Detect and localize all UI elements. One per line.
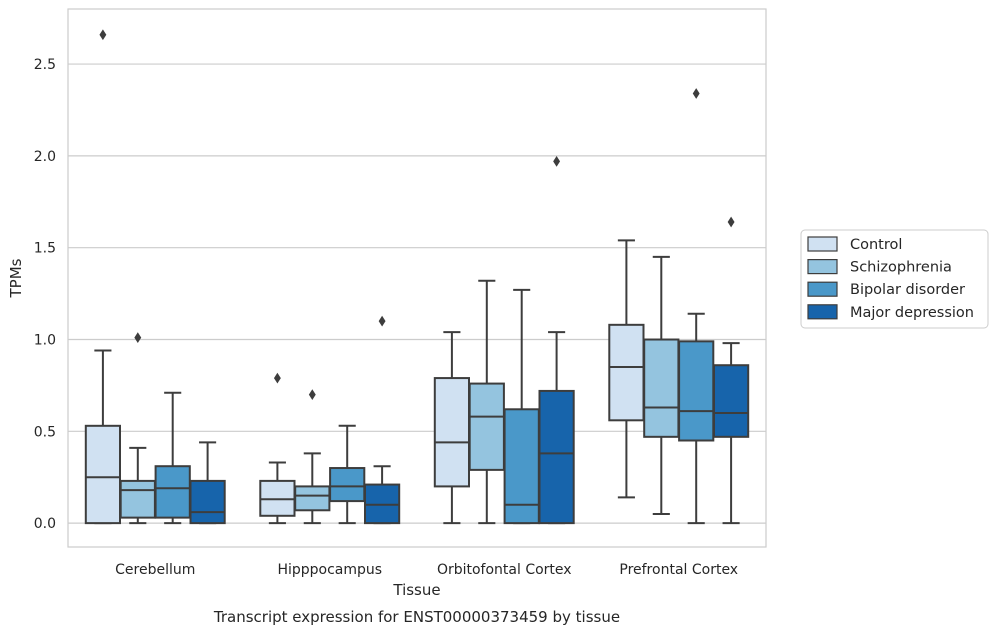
x-tick-label: Orbitofontal Cortex bbox=[437, 562, 572, 578]
box-iqr bbox=[608, 323, 645, 422]
box-iqr bbox=[643, 338, 680, 438]
outlier-point bbox=[727, 216, 735, 228]
box-iqr bbox=[154, 465, 191, 519]
box-schizophrenia bbox=[294, 389, 331, 525]
box-schizophrenia bbox=[119, 332, 156, 525]
legend-swatch bbox=[807, 304, 838, 320]
legend-label: Control bbox=[850, 237, 902, 253]
box-series-group bbox=[84, 29, 750, 525]
y-tick-label: 2.0 bbox=[34, 149, 56, 165]
box-schizophrenia bbox=[468, 279, 505, 525]
box-iqr bbox=[84, 424, 122, 525]
plot-frame bbox=[67, 8, 767, 548]
legend-label: Bipolar disorder bbox=[850, 282, 965, 298]
box-control bbox=[608, 239, 645, 499]
gridlines bbox=[68, 63, 766, 524]
x-tick-label: Prefrontal Cortex bbox=[619, 562, 738, 578]
box-iqr bbox=[294, 485, 331, 512]
box-major-depression bbox=[189, 441, 226, 525]
box-major-depression bbox=[712, 216, 750, 525]
y-tick-labels: 0.0 0.5 1.0 1.5 2.0 2.5 bbox=[34, 57, 56, 532]
y-tick-label: 0.0 bbox=[34, 516, 56, 532]
legend-frame bbox=[800, 229, 989, 329]
outlier-point bbox=[308, 389, 316, 400]
y-tick-label: 2.5 bbox=[34, 57, 56, 73]
y-tick-label: 0.5 bbox=[34, 424, 56, 440]
box-control bbox=[259, 372, 296, 525]
outlier-point bbox=[692, 88, 700, 99]
outlier-point bbox=[99, 29, 107, 41]
box-iqr bbox=[329, 467, 366, 503]
box-iqr bbox=[189, 479, 226, 525]
legend-swatch bbox=[807, 236, 838, 252]
y-tick-label: 1.0 bbox=[34, 333, 56, 349]
box-iqr bbox=[119, 479, 156, 519]
y-axis-label: TPMs bbox=[7, 258, 25, 298]
box-bipolar-disorder bbox=[154, 391, 191, 525]
outlier-point bbox=[553, 156, 561, 167]
x-tick-label: Hipppocampus bbox=[277, 562, 382, 578]
box-bipolar-disorder bbox=[503, 288, 540, 525]
box-iqr bbox=[468, 382, 505, 471]
x-tick-labels: Cerebellum Hipppocampus Orbitofontal Corte… bbox=[115, 562, 738, 578]
legend: Control Schizophrenia Bipolar disorder Majo… bbox=[800, 229, 989, 329]
chart-caption: Transcript expression for ENST0000037345… bbox=[213, 608, 620, 626]
box-bipolar-disorder bbox=[678, 88, 715, 525]
outlier-point bbox=[134, 332, 142, 344]
legend-label: Schizophrenia bbox=[850, 260, 952, 276]
outlier-point bbox=[273, 372, 281, 384]
box-iqr bbox=[433, 377, 471, 488]
x-axis-label: Tissue bbox=[392, 581, 440, 599]
box-major-depression bbox=[538, 156, 575, 525]
box-iqr bbox=[678, 340, 715, 442]
legend-swatch bbox=[807, 281, 838, 297]
box-control bbox=[433, 331, 471, 525]
legend-label: Major depression bbox=[850, 305, 974, 321]
box-bipolar-disorder bbox=[329, 424, 366, 525]
box-iqr bbox=[503, 408, 540, 525]
box-major-depression bbox=[363, 315, 401, 525]
box-iqr bbox=[538, 389, 575, 525]
box-iqr bbox=[712, 364, 750, 438]
y-tick-label: 1.5 bbox=[34, 241, 56, 257]
legend-swatch bbox=[807, 259, 838, 275]
box-schizophrenia bbox=[643, 255, 680, 515]
x-tick-label: Cerebellum bbox=[115, 562, 195, 578]
outlier-point bbox=[378, 315, 386, 327]
box-control bbox=[84, 29, 122, 525]
